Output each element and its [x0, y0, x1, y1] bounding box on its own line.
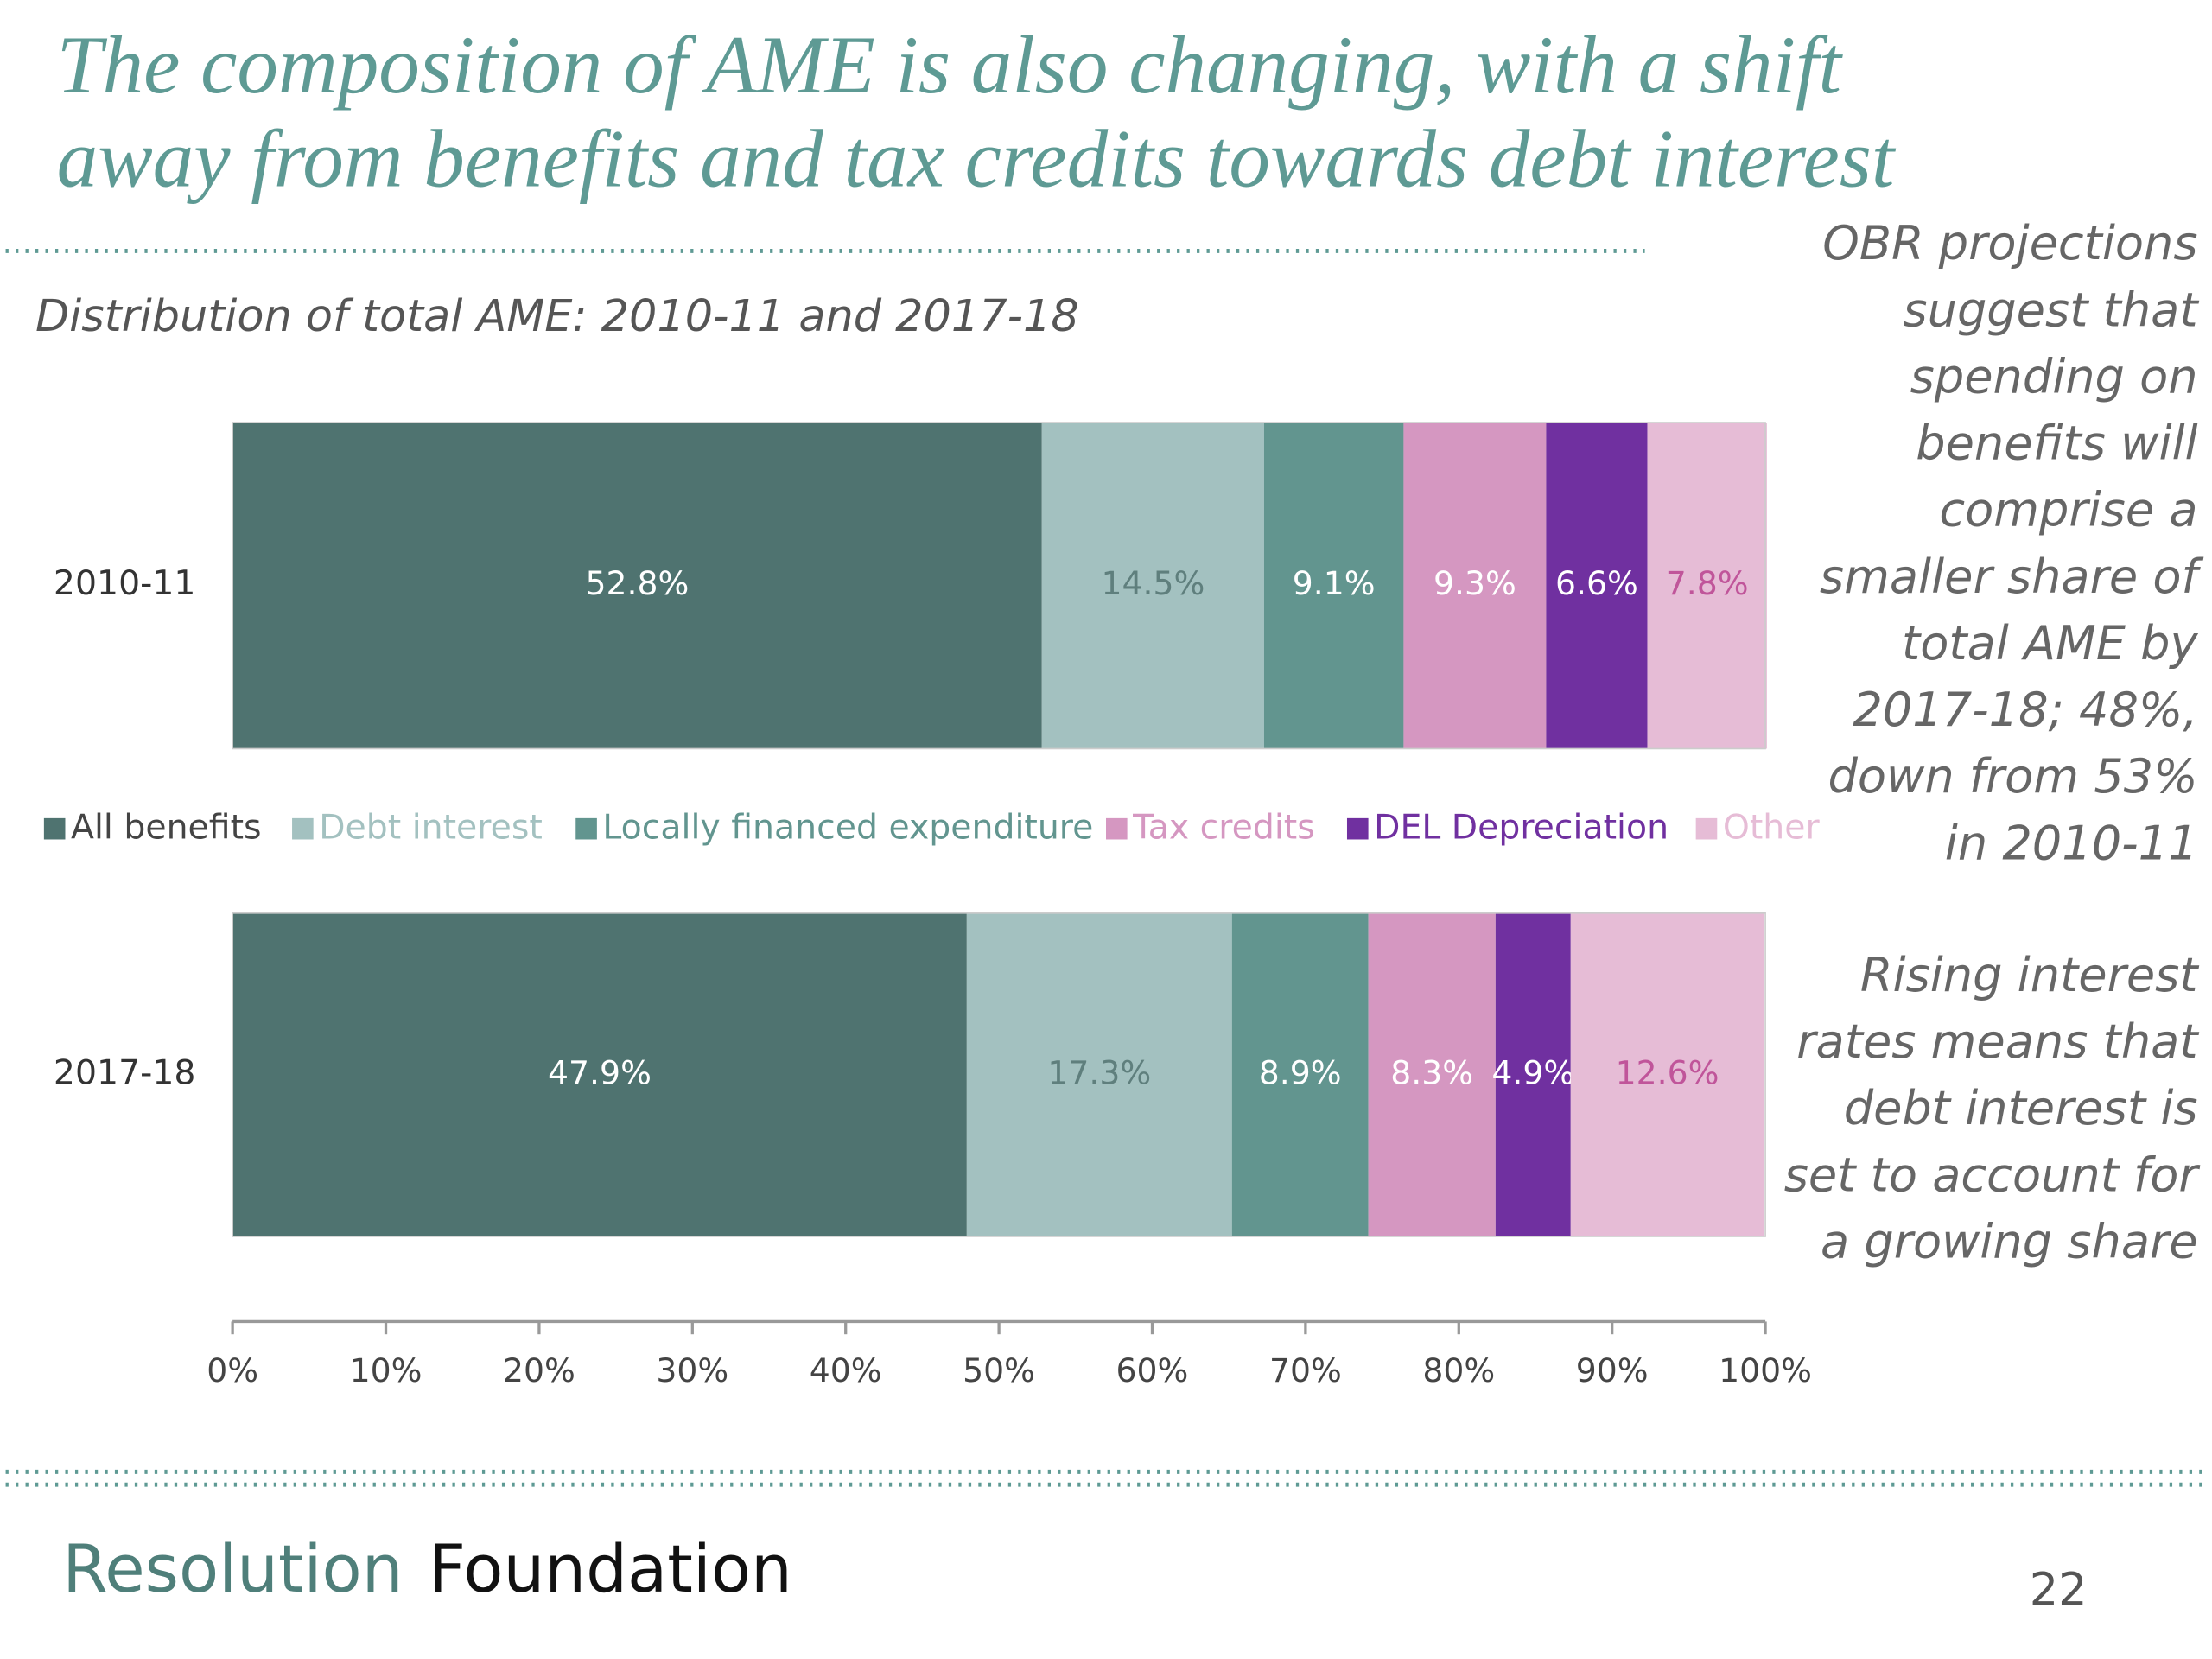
bar-segment [232, 423, 1042, 749]
bar-outline [232, 912, 1766, 1237]
bar-segment [1041, 423, 1264, 749]
note-line: spending on [1910, 349, 2198, 404]
note-line: Rising interest [1860, 948, 2199, 1002]
note-line: set to account for [1784, 1147, 2202, 1202]
value-label: 52.8% [586, 564, 690, 602]
x-tick-label: 30% [656, 1351, 728, 1389]
value-label: 12.6% [1616, 1053, 1719, 1091]
bar-segment [966, 912, 1232, 1236]
value-label: 17.3% [1047, 1053, 1151, 1091]
note-line: total AME by [1902, 616, 2199, 671]
note-line: smaller share of [1820, 550, 2204, 604]
legend-swatch [43, 817, 66, 840]
x-tick-label: 10% [350, 1351, 423, 1389]
legend-swatch [1695, 817, 1718, 840]
page-number: 22 [2030, 1564, 2088, 1617]
bar-outline [232, 422, 1766, 750]
slide-title: away from benefits and tax credits towar… [57, 112, 1897, 204]
legend-swatch [292, 817, 314, 840]
chart-title: Distribution of total AME: 2010-11 and 2… [35, 290, 1079, 341]
bar-segment [1546, 423, 1648, 749]
note-line: OBR projections [1822, 216, 2197, 270]
bar-segment [1368, 912, 1496, 1236]
legend-swatch [1346, 817, 1369, 840]
value-label: 9.1% [1293, 564, 1376, 602]
brand-name: Foundation [429, 1531, 792, 1607]
value-label: 6.6% [1555, 564, 1638, 602]
note-line: a growing share [1821, 1214, 2198, 1268]
category-label: 2017-18 [54, 1052, 196, 1092]
x-tick-label: 60% [1116, 1351, 1189, 1389]
legend-label: All benefits [71, 808, 261, 848]
value-label: 8.9% [1259, 1053, 1342, 1091]
x-tick-label: 40% [810, 1351, 882, 1389]
x-tick-label: 20% [503, 1351, 575, 1389]
note-line: in 2010-11 [1945, 816, 2198, 870]
bar-segment [1570, 912, 1764, 1236]
bar-segment [1403, 423, 1547, 749]
legend-label: Tax credits [1132, 808, 1315, 848]
note-line: 2017-18; 48%, [1853, 683, 2197, 737]
legend-label: Other [1723, 808, 1821, 848]
legend-label: Locally financed expenditure [602, 808, 1093, 848]
bar-segment [1647, 423, 1767, 749]
note-line: comprise a [1939, 483, 2197, 537]
note-line: suggest that [1903, 283, 2199, 337]
legend-label: Debt interest [319, 808, 543, 848]
bar-segment [1263, 423, 1404, 749]
note-line: benefits will [1916, 416, 2197, 471]
bar-segment [232, 912, 967, 1236]
legend-swatch [1106, 817, 1128, 840]
value-label: 4.9% [1491, 1053, 1574, 1091]
brand-name: Resolution [62, 1531, 403, 1607]
x-tick-label: 100% [1719, 1351, 1812, 1389]
value-label: 7.8% [1666, 564, 1749, 602]
value-label: 9.3% [1433, 564, 1516, 602]
note-line: debt interest is [1844, 1081, 2198, 1135]
x-tick-label: 80% [1422, 1351, 1495, 1389]
legend-swatch [575, 817, 597, 840]
x-tick-label: 70% [1269, 1351, 1342, 1389]
value-label: 47.9% [548, 1053, 652, 1091]
legend-label: DEL Depreciation [1374, 808, 1669, 848]
x-tick-label: 0% [207, 1351, 258, 1389]
slide-title: The composition of AME is also changing,… [57, 19, 1844, 111]
category-label: 2010-11 [54, 563, 196, 603]
x-tick-label: 90% [1576, 1351, 1649, 1389]
note-line: rates means that [1796, 1014, 2199, 1069]
bar-segment [1495, 912, 1571, 1236]
note-line: down from 53% [1828, 749, 2198, 804]
value-label: 8.3% [1390, 1053, 1473, 1091]
x-tick-label: 50% [963, 1351, 1035, 1389]
bar-segment [1231, 912, 1369, 1236]
value-label: 14.5% [1101, 564, 1205, 602]
